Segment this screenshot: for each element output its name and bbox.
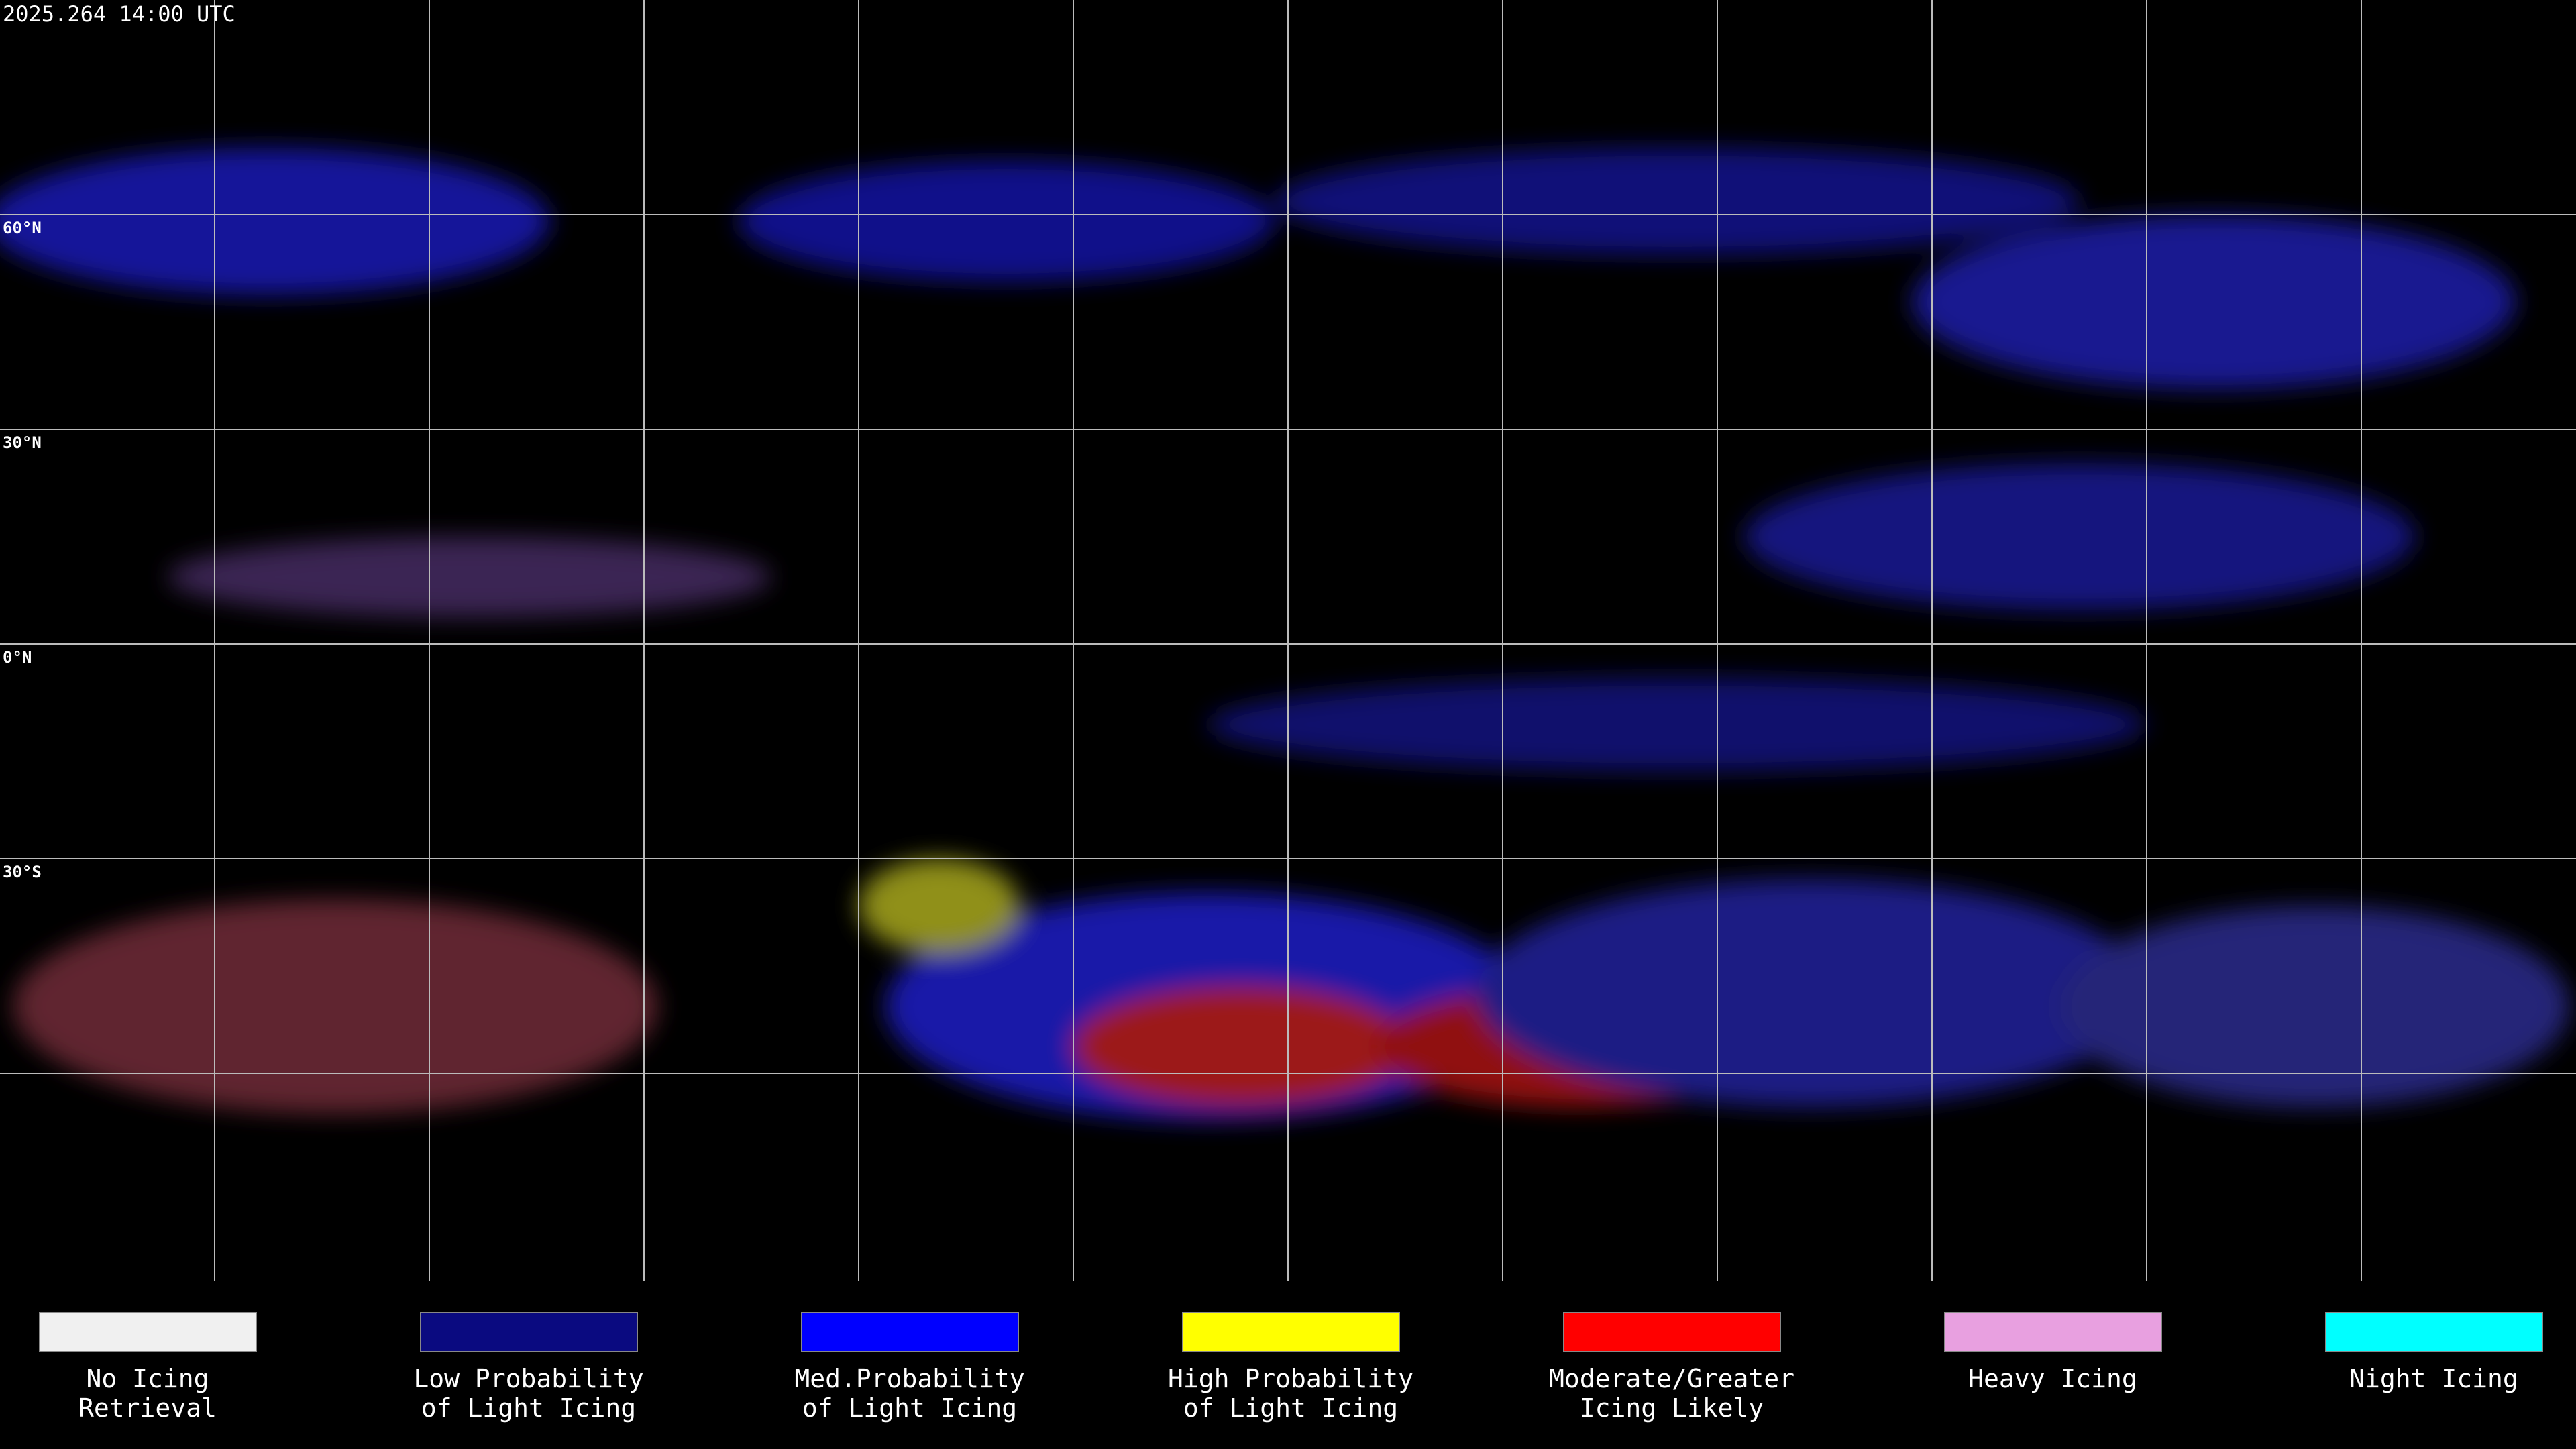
legend-label: of Light Icing xyxy=(1183,1393,1398,1423)
lat-label: 0°N xyxy=(3,648,32,667)
legend-label: of Light Icing xyxy=(421,1393,636,1423)
cloud xyxy=(1208,678,2147,771)
legend-swatch xyxy=(420,1312,638,1352)
lat-labels: 60°N 30°N 0°N 30°S xyxy=(3,219,42,881)
lat-label: 30°N xyxy=(3,433,42,452)
legend-label: Low Probability xyxy=(413,1364,643,1393)
timestamp: 2025.264 14:00 UTC xyxy=(3,1,235,27)
cloud xyxy=(738,161,1275,282)
lat-label: 60°N xyxy=(3,219,42,237)
lat-label: 30°S xyxy=(3,863,42,881)
legend-label: High Probability xyxy=(1168,1364,1413,1393)
legend-swatch xyxy=(2325,1312,2543,1352)
legend-label: Moderate/Greater xyxy=(1549,1364,1794,1393)
legend-label: No Icing xyxy=(86,1364,209,1393)
cloud-imagery xyxy=(0,148,2569,1120)
legend-label: Icing Likely xyxy=(1580,1393,1764,1423)
legend-label: of Light Icing xyxy=(802,1393,1017,1423)
cloud xyxy=(1476,879,2147,1107)
legend-swatch xyxy=(1944,1312,2162,1352)
cloud xyxy=(1275,148,2080,255)
legend-item: Heavy Icing xyxy=(1944,1312,2162,1393)
legend-label: Retrieval xyxy=(78,1393,217,1423)
cloud xyxy=(859,859,1020,953)
legend-label: Med.Probability xyxy=(794,1364,1024,1393)
cloud xyxy=(1912,215,2516,389)
cloud xyxy=(1073,986,1409,1107)
graticule xyxy=(0,0,2576,1281)
cloud xyxy=(1744,463,2415,610)
legend-label: Night Icing xyxy=(2349,1364,2518,1393)
cloud xyxy=(13,899,657,1114)
legend-label: Heavy Icing xyxy=(1968,1364,2137,1393)
legend-item: Night Icing xyxy=(2325,1312,2543,1393)
legend-swatch xyxy=(1182,1312,1400,1352)
cloud xyxy=(0,148,550,295)
legend-swatch xyxy=(1563,1312,1781,1352)
legend-swatch xyxy=(801,1312,1019,1352)
cloud xyxy=(2059,906,2569,1107)
cloud xyxy=(168,537,771,617)
legend-swatch xyxy=(39,1312,257,1352)
